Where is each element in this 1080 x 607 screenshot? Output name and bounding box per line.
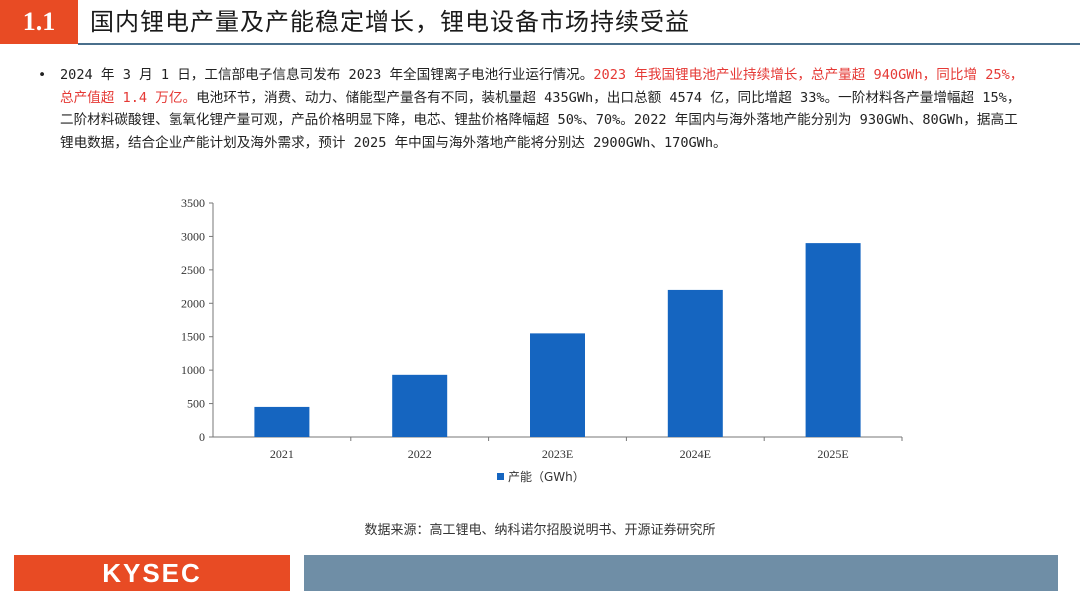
page-title: 国内锂电产量及产能稳定增长，锂电设备市场持续受益 [90,8,690,36]
bullet-text-before: 2024 年 3 月 1 日，工信部电子信息司发布 2023 年全国锂离子电池行… [60,67,594,83]
y-tick-label: 2000 [181,296,205,310]
y-tick-label: 2500 [181,263,205,277]
y-tick-label: 3000 [181,229,205,243]
section-number: 1.1 [0,0,78,44]
bar-2025E [805,243,861,437]
x-tick-label: 2024E [680,447,711,461]
capacity-bar-chart: 0 500 1000 1500 2000 2500 3000 3500 2021 2022 2023… [181,196,903,484]
y-tick-label: 500 [187,397,205,411]
y-tick-label: 1000 [181,363,205,377]
legend-label: 产能（GWh） [508,470,585,484]
kysec-logo: KYSEC [14,555,290,591]
y-tick-label: 3500 [181,196,205,210]
x-tick-label: 2022 [408,447,432,461]
bar-2024E [667,289,723,437]
legend-swatch [497,473,504,480]
data-source: 数据来源：高工锂电、纳科诺尔招股说明书、开源证券研究所 [364,523,716,538]
bar-2022 [392,374,448,437]
y-tick-label: 1500 [181,330,205,344]
bullet-icon: • [38,67,47,83]
y-tick-label: 0 [199,430,205,444]
x-tick-label: 2025E [817,447,848,461]
bullet-text-highlight: 2023 年我国锂电池产业持续增长，总产量超 940GWh，同比增 25%，总产… [60,67,1024,106]
header-divider [78,43,1080,45]
x-tick-label: 2023E [542,447,573,461]
bullet-text: 2024 年 3 月 1 日，工信部电子信息司发布 2023 年全国锂离子电池行… [60,64,1028,154]
bar-2023E [530,333,585,437]
bullet-text-after: 电池环节，消费、动力、储能型产量各有不同，装机量超 435GWh，出口总额 45… [60,89,1021,151]
header: 1.1 国内锂电产量及产能稳定增长，锂电设备市场持续受益 [0,0,1080,45]
footer-bar [304,555,1058,591]
x-tick-label: 2021 [270,447,294,461]
bullet-paragraph: • 2024 年 3 月 1 日，工信部电子信息司发布 2023 年全国锂离子电… [38,64,1028,154]
bar-2021 [254,406,310,437]
